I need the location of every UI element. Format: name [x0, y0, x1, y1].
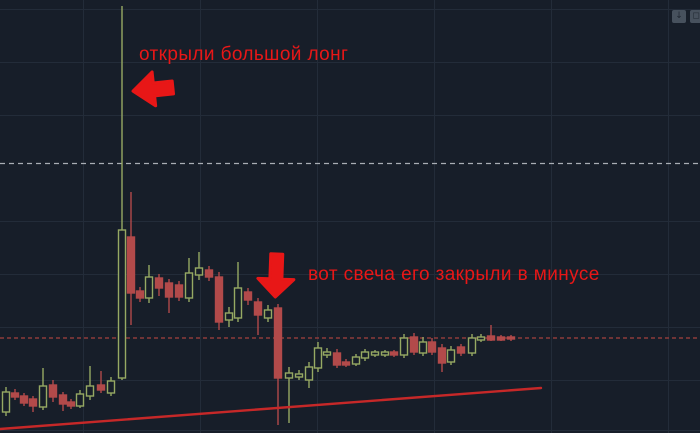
candle-body-up	[184, 272, 194, 299]
candle-body-up	[117, 229, 127, 379]
annotation-long-note[interactable]: открыли большой лонг	[139, 44, 349, 65]
down-arrow-shape	[256, 252, 296, 299]
candle-body-down	[496, 336, 506, 341]
candle-body-down	[253, 301, 263, 316]
candle-body-down	[409, 336, 419, 353]
candle-body-down	[389, 351, 399, 356]
candle-body-up	[284, 372, 294, 379]
candle-body-down	[135, 290, 145, 299]
candle-body-down	[48, 384, 58, 398]
candle-body-up	[360, 351, 370, 359]
candle-body-down	[28, 398, 38, 407]
candle-body-up	[224, 312, 234, 321]
candle-body-down	[341, 361, 351, 366]
candle-body-up	[38, 385, 48, 408]
candle-body-up	[476, 336, 486, 341]
candle-body-up	[418, 341, 428, 354]
candle-body-down	[437, 347, 447, 364]
candle-body-down	[66, 401, 76, 407]
candle-body-down	[164, 282, 174, 298]
candle-body-up	[399, 337, 409, 356]
scroll-to-recent-button[interactable]: ↓	[672, 10, 686, 23]
candle-body-down	[96, 384, 106, 391]
candle-body-down	[10, 392, 20, 398]
candle-body-up	[351, 356, 361, 365]
left-arrow-shape	[131, 70, 176, 108]
candle-body-down	[204, 269, 214, 278]
candle-body-up	[144, 276, 154, 299]
candle-body-up	[75, 393, 85, 407]
down-arrow-icon[interactable]	[255, 251, 297, 300]
ascending-trendline	[0, 386, 543, 431]
candle-body-down	[126, 236, 136, 294]
candle-body-up	[263, 309, 273, 319]
candle-body-up	[304, 366, 314, 381]
candle-body-up	[1, 391, 11, 413]
candle-body-down	[486, 335, 496, 341]
candle-body-up	[313, 347, 323, 369]
candle-body-down	[154, 277, 164, 289]
candle-body-down	[58, 394, 68, 405]
candle-body-down	[506, 336, 516, 340]
candle-body-up	[294, 373, 304, 378]
candle-body-up	[194, 267, 204, 276]
candle-body-down	[19, 395, 29, 404]
candle-body-up	[370, 351, 380, 356]
candle-body-up	[446, 349, 456, 363]
candle-body-up	[233, 287, 243, 319]
candle-body-down	[243, 291, 253, 301]
candle-body-down	[273, 307, 283, 379]
snapshot-button[interactable]: ◻	[690, 10, 700, 23]
left-arrow-icon[interactable]	[129, 68, 177, 112]
candle-body-up	[85, 385, 95, 397]
candle-body-down	[456, 346, 466, 354]
candle-body-down	[332, 352, 342, 366]
chart-toolbar: ↓ ◻	[672, 10, 700, 23]
annotation-close-note[interactable]: вот свеча его закрыли в минусе	[308, 264, 600, 285]
candle-body-up	[380, 351, 390, 356]
candle-body-down	[427, 341, 437, 353]
candle-body-up	[467, 337, 477, 354]
candle-body-down	[214, 276, 224, 323]
candle-body-down	[174, 284, 184, 298]
candle-body-up	[106, 380, 116, 394]
candle-body-up	[322, 351, 332, 356]
